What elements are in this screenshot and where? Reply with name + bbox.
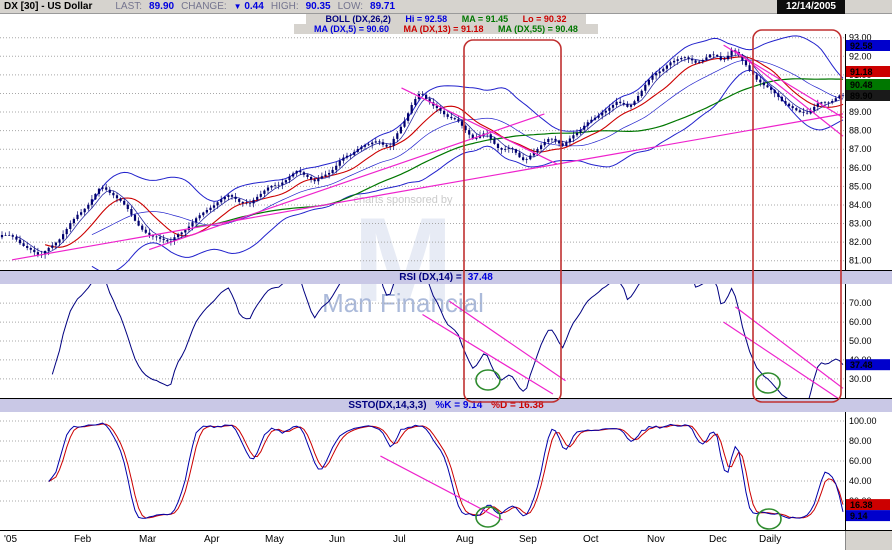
trend-line xyxy=(401,87,558,165)
candle-bodies xyxy=(0,50,845,256)
value-badge: 16.38 xyxy=(846,499,890,511)
ssto-d-readout: %D = 16.38 xyxy=(491,400,544,411)
value-badge: 37.48 xyxy=(846,359,890,371)
x-axis-label: Feb xyxy=(74,534,92,545)
svg-text:91.18: 91.18 xyxy=(850,67,873,77)
value-badge: 9.14 xyxy=(846,510,890,522)
rsi-panel-header: RSI (DX,14) = 37.48 xyxy=(0,270,892,284)
y-axis-label: 92.00 xyxy=(849,51,872,61)
svg-text:9.14: 9.14 xyxy=(850,511,868,521)
value-badge: 89.90 xyxy=(846,90,890,101)
watermark-tagline: charts sponsored by xyxy=(353,194,453,206)
date-display: 12/14/2005 xyxy=(776,0,845,14)
down-arrow-icon: ▼ xyxy=(233,2,242,11)
x-axis-label: Apr xyxy=(204,534,220,545)
boll-legend-box: BOLL (DX,26,2) Hi = 92.58 MA = 91.45 Lo … xyxy=(305,14,587,24)
low-value: 89.71 xyxy=(370,1,396,12)
y-axis-label: 88.00 xyxy=(849,126,872,136)
x-axis-label: Jul xyxy=(393,534,406,545)
trend-line xyxy=(149,113,545,251)
watermark-logo: M xyxy=(353,193,453,327)
ma-legend: MA (DX,5) = 90.60 MA (DX,13) = 91.18 MA … xyxy=(0,24,892,34)
y-axis-label: 89.00 xyxy=(849,107,872,117)
y-axis-label: 87.00 xyxy=(849,144,872,154)
y-axis-label: 81.00 xyxy=(849,256,872,266)
x-axis-label: '05 xyxy=(4,534,18,545)
price-chart[interactable]: 93.0092.0091.0090.0089.0088.0087.0086.00… xyxy=(0,34,892,270)
symbol-title: DX [30] - US Dollar xyxy=(4,1,93,12)
stochastic-d-line xyxy=(48,423,844,519)
y-axis-label: 60.00 xyxy=(849,317,872,327)
svg-text:16.38: 16.38 xyxy=(850,500,873,510)
change-label: CHANGE: xyxy=(181,1,227,12)
y-axis-label: 80.00 xyxy=(849,436,872,446)
x-axis-label: Oct xyxy=(583,534,599,545)
trend-line xyxy=(11,113,844,261)
rsi-line xyxy=(51,284,844,398)
y-axis-label: 86.00 xyxy=(849,163,872,173)
x-axis-label: May xyxy=(265,534,284,545)
ma-legend-box: MA (DX,5) = 90.60 MA (DX,13) = 91.18 MA … xyxy=(294,24,598,34)
ma13-value: MA (DX,13) = 91.18 xyxy=(403,24,484,34)
x-axis-label: Dec xyxy=(709,534,727,545)
ssto-k-readout: %K = 9.14 xyxy=(435,400,483,411)
y-axis-label: 50.00 xyxy=(849,336,872,346)
value-badge: 91.18 xyxy=(846,66,890,77)
svg-text:92.58: 92.58 xyxy=(850,41,873,51)
candle-wicks xyxy=(1,47,844,259)
boll-ma-value: MA = 91.45 xyxy=(461,14,509,24)
last-value: 89.90 xyxy=(149,1,175,12)
trend-line xyxy=(380,455,503,521)
value-badge: 90.48 xyxy=(846,79,890,90)
ma55-value: MA (DX,55) = 90.48 xyxy=(497,24,578,34)
ma5-value: MA (DX,5) = 90.60 xyxy=(314,24,389,34)
stochastic-k-line xyxy=(48,422,844,519)
time-axis: '05 Feb Mar Apr May Jun Jul Aug Sep Oct Nov Dec Dail… xyxy=(0,530,892,550)
x-axis-label: Daily xyxy=(759,534,782,545)
bollinger-lower-band xyxy=(91,69,844,270)
x-axis-label: Jun xyxy=(329,534,346,545)
boll-params: BOLL (DX,26,2) xyxy=(325,14,391,24)
y-axis-label: 30.00 xyxy=(849,374,872,384)
high-value: 90.35 xyxy=(305,1,331,12)
svg-text:90.48: 90.48 xyxy=(850,80,873,90)
y-axis-label: 93.00 xyxy=(849,34,872,43)
last-label: LAST: xyxy=(115,1,143,12)
boll-hi-value: Hi = 92.58 xyxy=(405,14,448,24)
y-axis-label: 60.00 xyxy=(849,456,872,466)
x-axis-label: Aug xyxy=(456,534,474,545)
low-label: LOW: xyxy=(337,1,364,12)
boll-lo-value: Lo = 90.32 xyxy=(522,14,567,24)
bollinger-middle-band xyxy=(91,59,844,236)
y-axis-label: 70.00 xyxy=(849,298,872,308)
y-axis-label: 84.00 xyxy=(849,200,872,210)
axis-corner xyxy=(845,531,892,550)
y-axis-label: 40.00 xyxy=(849,476,872,486)
y-axis-label: 100.00 xyxy=(849,416,877,426)
ssto-params: SSTO(DX,14,3,3) xyxy=(348,400,427,411)
x-axis-label: Mar xyxy=(139,534,157,545)
value-badge: 92.58 xyxy=(846,40,890,51)
rsi-value: 37.48 xyxy=(467,272,493,283)
boll-legend: BOLL (DX,26,2) Hi = 92.58 MA = 91.45 Lo … xyxy=(0,14,892,24)
trend-line xyxy=(735,306,844,389)
quote-header: DX [30] - US Dollar LAST: 89.90 CHANGE: … xyxy=(0,0,892,14)
change-amount: 0.44 xyxy=(244,1,264,12)
svg-text:89.90: 89.90 xyxy=(850,91,873,101)
x-axis-label: Sep xyxy=(519,534,537,545)
ssto-panel-header: SSTO(DX,14,3,3) %K = 9.14 %D = 16.38 xyxy=(0,398,892,412)
y-axis-label: 85.00 xyxy=(849,181,872,191)
change-value: ▼ 0.44 xyxy=(234,0,264,13)
trend-line xyxy=(422,313,554,395)
high-label: HIGH: xyxy=(270,1,299,12)
y-axis-label: 83.00 xyxy=(849,219,872,229)
ma13-line xyxy=(44,56,844,248)
x-axis-label: Nov xyxy=(647,534,665,545)
y-axis-label: 82.00 xyxy=(849,237,872,247)
svg-text:37.48: 37.48 xyxy=(850,360,873,370)
rsi-params: RSI (DX,14) = xyxy=(399,272,462,283)
